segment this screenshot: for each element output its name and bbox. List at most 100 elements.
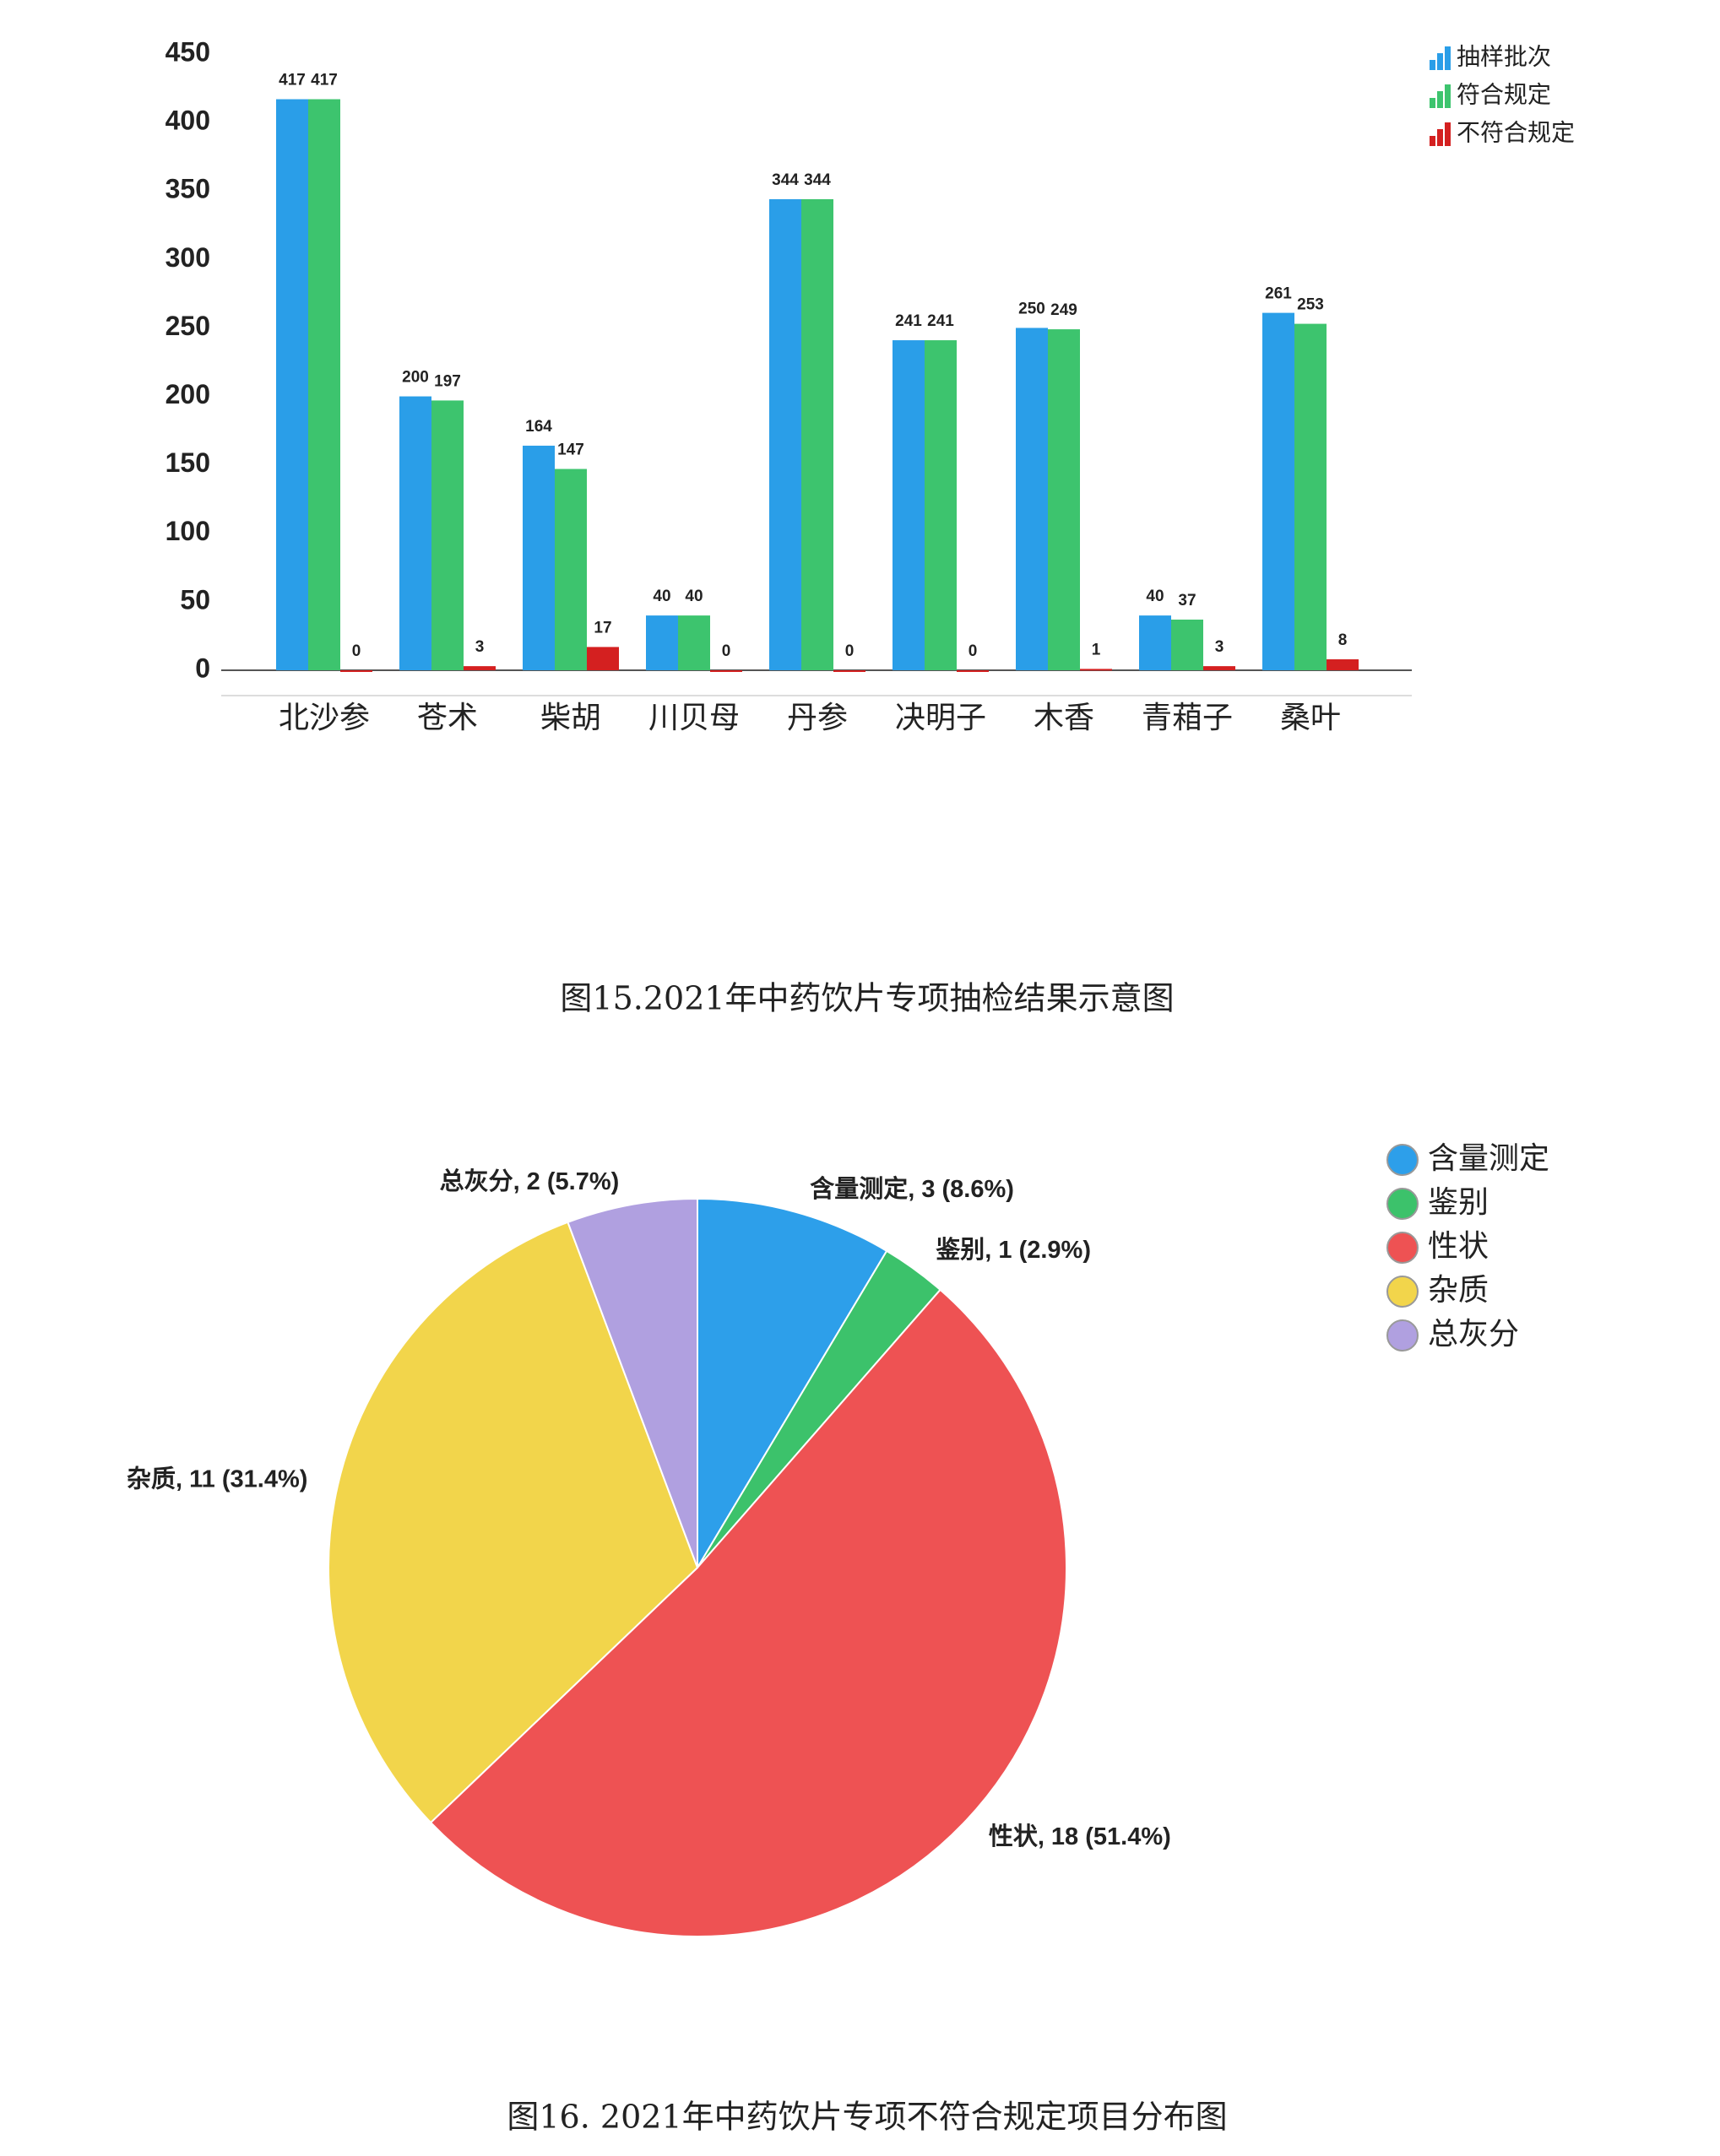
bar [587, 647, 619, 670]
legend-marker [1386, 1232, 1419, 1264]
y-tick-label: 250 [165, 311, 210, 341]
caption: 图16. 2021年中药饮片专项不符合规定项目分布图 [507, 2099, 1227, 2136]
legend-icon-bar [1437, 53, 1443, 70]
data-label: 0 [969, 642, 978, 660]
data-label: 8 [1338, 631, 1348, 649]
data-label: 197 [434, 372, 461, 390]
legend-marker [1386, 1188, 1419, 1220]
pie-slice [328, 1221, 699, 1824]
data-label: 含量测定, 3 (8.6%) [810, 1174, 1014, 1203]
legend-icon-bar [1445, 84, 1451, 108]
data-label: 241 [895, 312, 922, 330]
data-label: 杂质, 11 (31.4%) [127, 1465, 307, 1493]
y-tick-label: 150 [165, 447, 210, 478]
data-label: 1 [1092, 641, 1101, 658]
pie-slice [429, 1288, 1067, 1937]
data-label: 40 [685, 588, 703, 605]
x-tick-label: 桑叶 [1280, 701, 1341, 735]
bar [1139, 615, 1171, 670]
bar [710, 670, 742, 672]
bar [523, 445, 555, 670]
legend-icon [1430, 122, 1451, 146]
x-tick-label: 决明子 [895, 701, 986, 735]
bar [925, 340, 957, 670]
data-label: 241 [927, 312, 954, 330]
data-label: 37 [1178, 592, 1196, 609]
legend-marker [1386, 1319, 1419, 1352]
y-tick-label: 450 [165, 36, 210, 67]
bar [276, 99, 308, 671]
data-label: 147 [557, 441, 584, 459]
bar [555, 469, 587, 670]
bar [769, 198, 801, 670]
legend-icon-bar [1445, 122, 1451, 146]
bar [678, 615, 710, 670]
data-label: 200 [402, 369, 429, 387]
bar [1262, 312, 1294, 670]
data-label: 253 [1297, 296, 1324, 314]
pie-slice [567, 1197, 698, 1568]
bar [1016, 328, 1048, 670]
data-label: 250 [1018, 300, 1045, 317]
bar [801, 198, 833, 670]
x-tick-label: 川贝母 [648, 701, 740, 735]
y-tick-label: 100 [165, 516, 210, 546]
bar [646, 615, 678, 670]
legend-icon-bar [1437, 129, 1443, 146]
legend-label: 不符合规定 [1457, 119, 1575, 147]
x-tick-label: 丹参 [787, 701, 848, 735]
data-label: 3 [475, 638, 485, 656]
data-label: 261 [1265, 285, 1292, 303]
legend-icon-bar [1437, 91, 1443, 108]
data-label: 17 [594, 619, 611, 637]
bar [957, 670, 989, 672]
y-tick-label: 200 [165, 379, 210, 409]
legend-icon-bar [1430, 98, 1435, 108]
data-label: 性状, 18 (51.4%) [989, 1823, 1171, 1850]
data-label: 鉴别, 1 (2.9%) [935, 1236, 1091, 1264]
bar [1171, 619, 1203, 670]
legend-icon [1430, 46, 1451, 70]
y-tick-label: 50 [180, 584, 210, 615]
data-label: 总灰分, 2 (5.7%) [440, 1167, 620, 1195]
data-label: 0 [845, 642, 855, 660]
bar [464, 666, 496, 670]
x-tick-label: 青葙子 [1142, 701, 1233, 735]
legend-label: 符合规定 [1457, 81, 1551, 109]
y-tick-label: 350 [165, 174, 210, 204]
legend-label: 鉴别 [1428, 1185, 1489, 1220]
caption: 图15.2021年中药饮片专项抽检结果示意图 [560, 980, 1174, 1017]
data-label: 344 [772, 171, 799, 189]
data-label: 40 [653, 588, 670, 605]
legend-icon-bar [1430, 60, 1435, 70]
bar [1080, 669, 1112, 671]
data-label: 344 [804, 171, 831, 189]
x-tick-label: 木香 [1034, 701, 1094, 735]
bar [1048, 329, 1080, 670]
y-tick-label: 0 [195, 653, 210, 683]
data-label: 249 [1050, 301, 1077, 319]
bar [399, 396, 431, 670]
legend-icon [1430, 84, 1451, 108]
legend-label: 抽样批次 [1457, 43, 1551, 71]
bar [431, 400, 464, 670]
y-tick-label: 400 [165, 106, 210, 136]
legend-label: 杂质 [1428, 1273, 1489, 1308]
x-tick-label: 北沙参 [279, 701, 370, 735]
legend-label: 性状 [1428, 1229, 1489, 1264]
data-label: 3 [1215, 638, 1224, 656]
bar [1327, 659, 1359, 670]
legend-marker [1386, 1276, 1419, 1308]
legend-marker [1386, 1144, 1419, 1176]
y-tick-label: 300 [165, 242, 210, 273]
data-label: 0 [722, 642, 731, 660]
data-label: 417 [279, 72, 306, 89]
data-label: 164 [525, 418, 552, 436]
x-tick-label: 柴胡 [540, 701, 601, 735]
bar [833, 670, 865, 672]
bar [308, 99, 340, 671]
data-label: 40 [1146, 588, 1164, 605]
legend-icon-bar [1430, 136, 1435, 146]
